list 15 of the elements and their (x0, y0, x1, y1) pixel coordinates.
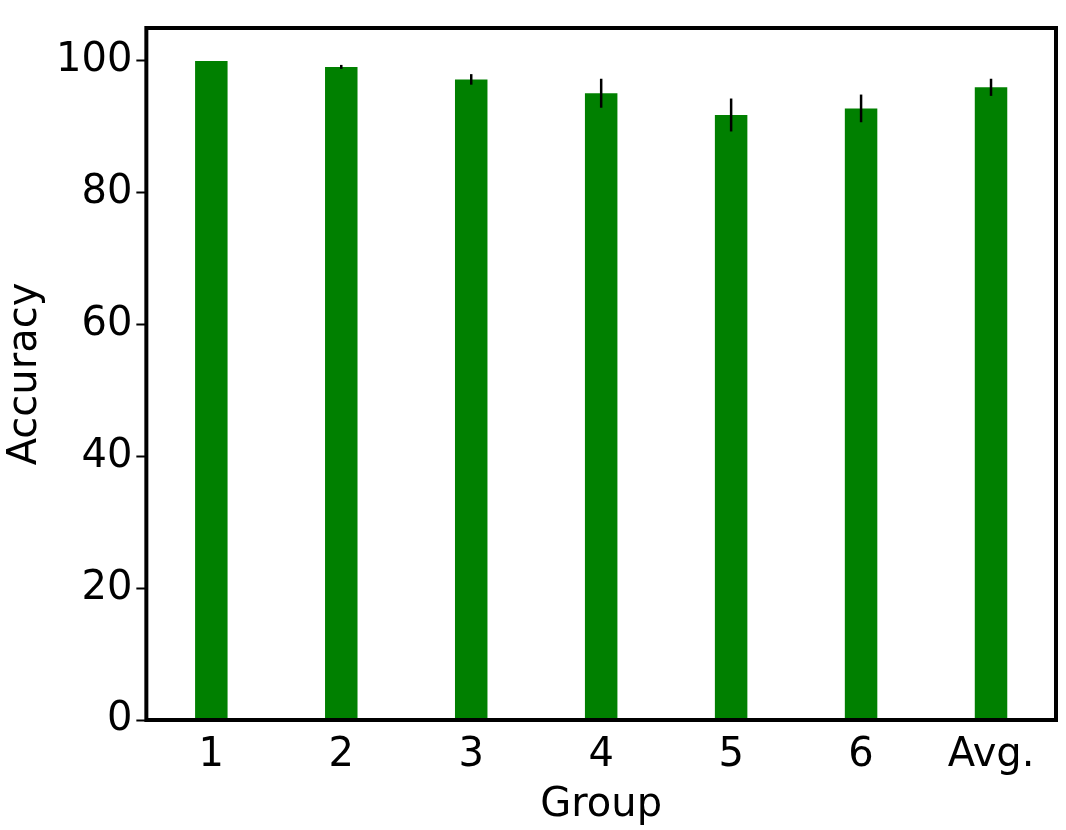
x-tick-label: 4 (588, 729, 614, 776)
x-tick-label: 5 (718, 729, 744, 776)
y-tick-label: 80 (81, 166, 133, 213)
x-tick-label: 2 (328, 729, 354, 776)
x-axis-title: Group (540, 779, 663, 826)
x-tick-label: 3 (458, 729, 484, 776)
x-tick-label: Avg. (947, 729, 1035, 776)
y-tick-label: 40 (81, 429, 133, 476)
y-tick-label: 60 (81, 297, 133, 344)
y-tick-label: 0 (106, 693, 133, 740)
y-tick-label: 20 (81, 561, 133, 608)
y-tick-label: 100 (55, 34, 133, 81)
y-axis-title: Accuracy (0, 282, 46, 466)
x-tick-label: 6 (848, 729, 874, 776)
x-tick-label: 1 (198, 729, 225, 776)
